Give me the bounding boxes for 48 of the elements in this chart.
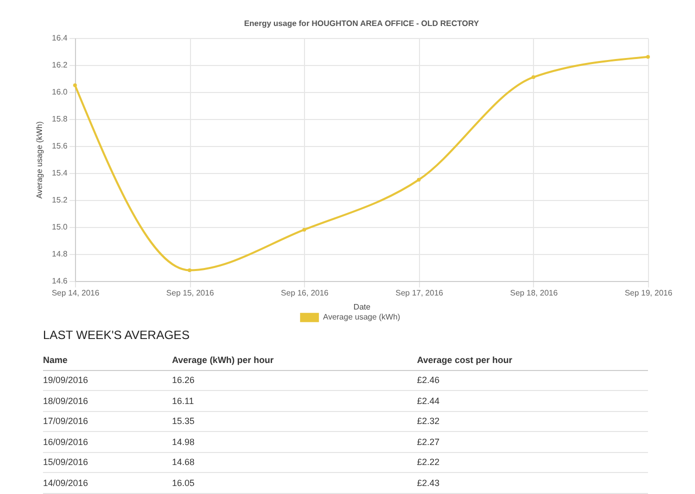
y-tick-label: 15.4 [52,168,68,178]
y-tick-label: 15.6 [52,142,68,150]
text: £2.46 [417,370,648,390]
text: £2.43 [417,472,648,493]
y-tick-label: 14.6 [52,276,68,286]
y-tick-label: 16.4 [52,34,68,42]
text: 14.68 [172,452,417,472]
point [416,178,421,182]
point [73,83,77,88]
text: LAST WEEK'S AVERAGES [43,328,191,342]
text: Average (kWh) per hour [172,350,417,370]
text: 19/09/2016 [43,370,172,390]
point [188,268,192,272]
y-tick-label: 16.0 [52,88,68,96]
point [302,228,306,232]
text: 14.98 [172,432,417,452]
text: 18/09/2016 [43,390,172,411]
x-tick-label: Sep 16, 2016 [280,288,330,298]
legend-label: Average usage (kWh) [323,312,401,322]
text: £2.22 [417,452,648,472]
text: Name [43,350,172,370]
x-tick-label: Sep 14, 2016 [52,288,100,298]
text: £2.32 [417,411,648,432]
y-tick-label: 14.8 [52,250,68,258]
text: £2.27 [417,432,648,452]
point [532,75,536,80]
chart-title: Energy usage for HOUGHTON AREA OFFICE - OLD RECTORY [244,19,480,28]
x-tick-label: Sep 15, 2016 [166,288,214,298]
point [646,55,650,59]
text: 15/09/2016 [43,452,172,472]
text: 17/09/2016 [43,411,172,432]
y-tick-label: 15.2 [52,196,68,204]
y-axis-title: Average usage (kWh) [34,121,44,199]
text: Average cost per hour [417,350,648,370]
text: 14/09/2016 [43,472,172,493]
text: £2.44 [417,390,648,411]
x-tick-label: Sep 18, 2016 [510,288,558,298]
y-tick-label: 15.8 [52,114,68,124]
x-tick-label: Sep 19, 2016 [624,288,673,298]
y-tick-label: 15.0 [52,222,68,232]
x-tick-label: Sep 17, 2016 [395,288,444,298]
text: 16/09/2016 [43,432,172,452]
text: 16.26 [172,370,417,390]
text: 16.05 [172,472,417,493]
text: 15.35 [172,411,417,432]
y-tick-label: 16.2 [52,60,68,70]
x-axis-title: Date [354,302,371,312]
text: 16.11 [172,390,417,411]
